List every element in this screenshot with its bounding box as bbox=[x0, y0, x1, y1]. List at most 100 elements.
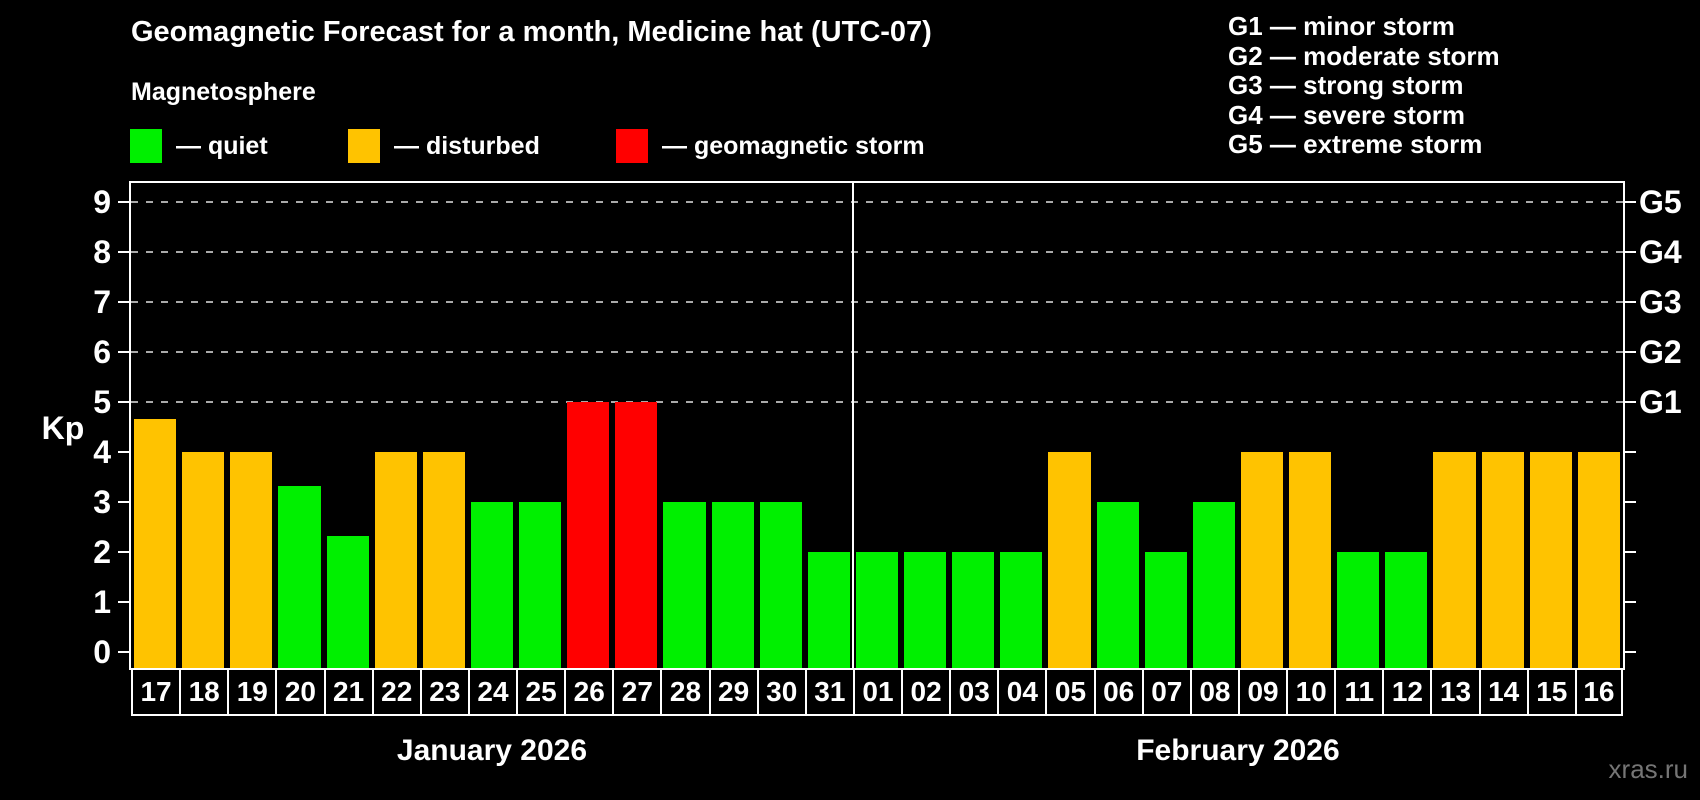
bar-day-06 bbox=[1096, 502, 1139, 668]
day-cell-14: 14 bbox=[1478, 668, 1527, 716]
y-axis-tick-label: 6 bbox=[93, 334, 111, 370]
legend-item-quiet: — quiet bbox=[130, 128, 268, 164]
bar-day-12 bbox=[1385, 552, 1428, 668]
y-axis-tick bbox=[118, 651, 131, 653]
bar-day-09 bbox=[1240, 452, 1284, 668]
y-axis-tick bbox=[118, 401, 131, 403]
legend-item-storm: — geomagnetic storm bbox=[616, 128, 925, 164]
bar-day-11 bbox=[1337, 552, 1380, 668]
y-axis-tick-label: 2 bbox=[93, 534, 111, 570]
day-cell-05: 05 bbox=[1045, 668, 1094, 716]
bar-day-16 bbox=[1577, 452, 1620, 668]
bar-day-28 bbox=[663, 502, 706, 668]
storm-scale-legend: G1 — minor storm G2 — moderate storm G3 … bbox=[1228, 11, 1500, 160]
y-axis-tick-label: 8 bbox=[93, 234, 111, 270]
day-cell-01: 01 bbox=[852, 668, 902, 716]
gridline-kp5 bbox=[131, 401, 1623, 403]
y-axis-tick bbox=[118, 201, 131, 203]
g-axis-label-g5: G5 bbox=[1639, 184, 1682, 220]
bar-day-17 bbox=[134, 418, 177, 668]
y-axis-tick-label: 7 bbox=[93, 284, 111, 320]
legend-item-label: — geomagnetic storm bbox=[662, 131, 925, 160]
g-axis-label-g4: G4 bbox=[1639, 234, 1682, 270]
y-axis-tick-right bbox=[1623, 201, 1636, 203]
bar-day-05 bbox=[1048, 452, 1091, 668]
bar-day-14 bbox=[1481, 452, 1524, 668]
kp-axis-label: Kp bbox=[41, 410, 85, 446]
gridline-kp8 bbox=[131, 251, 1623, 253]
legend: — quiet — disturbed — geomagnetic storm bbox=[0, 128, 1700, 164]
bar-day-10 bbox=[1289, 452, 1332, 668]
g-axis-label-g1: G1 bbox=[1639, 384, 1682, 420]
day-cell-13: 13 bbox=[1430, 668, 1479, 716]
bar-day-24 bbox=[470, 502, 514, 668]
day-cell-08: 08 bbox=[1189, 668, 1238, 716]
y-axis-tick-right bbox=[1623, 451, 1636, 453]
y-axis-tick-right bbox=[1623, 301, 1636, 303]
day-cell-24: 24 bbox=[467, 668, 517, 716]
day-cell-10: 10 bbox=[1286, 668, 1335, 716]
day-cell-25: 25 bbox=[516, 668, 565, 716]
day-cell-22: 22 bbox=[371, 668, 420, 716]
bar-day-18 bbox=[182, 452, 225, 668]
subtitle-magnetosphere: Magnetosphere bbox=[131, 78, 316, 106]
g-axis-label-g3: G3 bbox=[1639, 284, 1682, 320]
bar-day-15 bbox=[1529, 452, 1572, 668]
bar-day-07 bbox=[1144, 552, 1187, 668]
y-axis-tick-label: 5 bbox=[93, 384, 111, 420]
y-axis-tick bbox=[118, 601, 131, 603]
watermark-xras: xras.ru bbox=[1608, 754, 1688, 784]
bar-day-21 bbox=[326, 535, 369, 668]
y-axis-tick bbox=[118, 551, 131, 553]
bar-day-20 bbox=[278, 485, 321, 668]
gridline-kp7 bbox=[131, 301, 1623, 303]
storm-color-swatch bbox=[616, 129, 648, 163]
day-cell-30: 30 bbox=[756, 668, 805, 716]
day-cell-20: 20 bbox=[275, 668, 324, 716]
y-axis-tick bbox=[118, 451, 131, 453]
y-axis-tick bbox=[118, 501, 131, 503]
y-axis-tick-label: 1 bbox=[93, 584, 111, 620]
bar-day-31 bbox=[807, 552, 850, 668]
day-cell-26: 26 bbox=[564, 668, 613, 716]
day-cell-17: 17 bbox=[131, 668, 180, 716]
g-axis-label-g2: G2 bbox=[1639, 334, 1682, 370]
y-axis-tick-right bbox=[1623, 501, 1636, 503]
bar-day-30 bbox=[759, 502, 802, 668]
storm-scale-line-g3: G3 — strong storm bbox=[1228, 70, 1464, 101]
y-axis-tick-label: 4 bbox=[93, 434, 111, 470]
y-axis-tick-right bbox=[1623, 251, 1636, 253]
y-axis-tick-right bbox=[1623, 651, 1636, 653]
storm-scale-line-g4: G4 — severe storm bbox=[1228, 99, 1466, 130]
bar-day-26 bbox=[567, 402, 610, 668]
bar-day-08 bbox=[1192, 502, 1235, 668]
day-cell-09: 09 bbox=[1237, 668, 1287, 716]
bar-day-04 bbox=[1000, 552, 1043, 668]
day-axis: 17 18 19 20 21 22 23 24 25 26 27 28 29 30 31 01 02 03 04 05… bbox=[131, 668, 1623, 716]
y-axis-tick-right bbox=[1623, 401, 1636, 403]
y-axis-tick-right bbox=[1623, 551, 1636, 553]
bar-day-22 bbox=[374, 452, 417, 668]
storm-scale-line-g1: G1 — minor storm bbox=[1228, 11, 1455, 41]
y-axis-tick-right bbox=[1623, 601, 1636, 603]
day-cell-18: 18 bbox=[179, 668, 228, 716]
day-cell-06: 06 bbox=[1093, 668, 1142, 716]
legend-item-disturbed: — disturbed bbox=[348, 128, 540, 164]
bar-day-03 bbox=[952, 552, 995, 668]
month-separator bbox=[851, 183, 854, 668]
y-axis-tick-label: 0 bbox=[93, 634, 111, 670]
day-cell-31: 31 bbox=[804, 668, 853, 716]
bar-day-13 bbox=[1433, 452, 1476, 668]
y-axis-tick-label: 3 bbox=[93, 484, 111, 520]
month-label-february: February 2026 bbox=[1136, 734, 1340, 767]
day-cell-19: 19 bbox=[227, 668, 276, 716]
plot-area: Kp 0 1 2 3 4 5 6 7 8 9 G1 G2 G3 G4 G5 bbox=[42, 181, 1682, 670]
disturbed-color-swatch bbox=[348, 129, 380, 163]
day-cell-15: 15 bbox=[1526, 668, 1575, 716]
day-cell-16: 16 bbox=[1574, 668, 1623, 716]
day-cell-02: 02 bbox=[901, 668, 950, 716]
legend-item-label: — quiet bbox=[176, 131, 268, 160]
gridline-kp6 bbox=[131, 351, 1623, 353]
day-cell-12: 12 bbox=[1382, 668, 1431, 716]
